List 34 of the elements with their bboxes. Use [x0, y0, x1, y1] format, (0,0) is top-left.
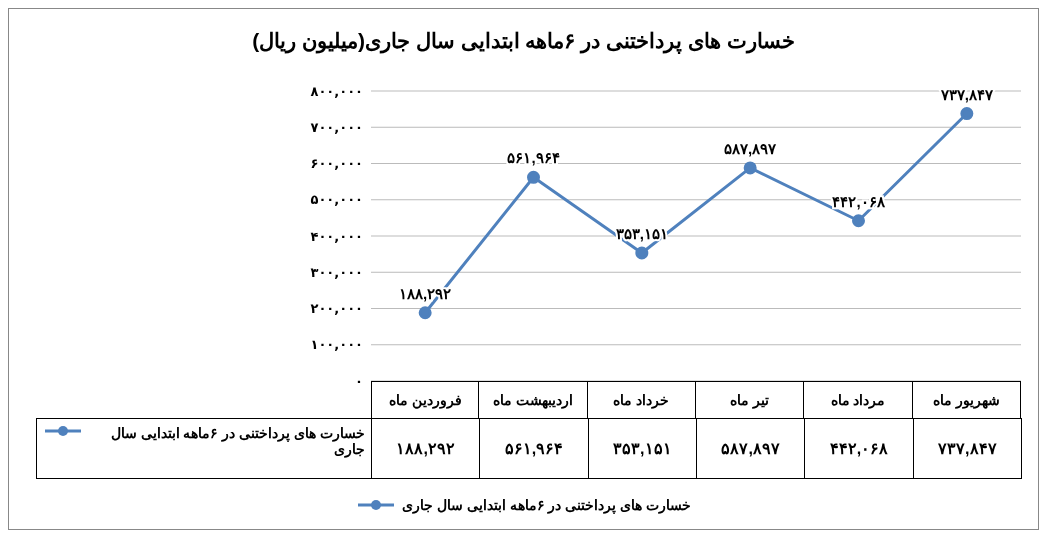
data-label: ۵۸۷,۸۹۷	[695, 418, 806, 479]
y-tick-label: ۰	[355, 373, 363, 389]
point	[418, 306, 432, 320]
y-tick-label: ۴۰۰,۰۰۰	[310, 228, 363, 244]
data-label: ۱۸۸,۲۹۲	[371, 418, 481, 479]
point	[960, 107, 974, 121]
data-label: ۷۳۷,۸۴۷	[912, 418, 1022, 479]
y-tick-label: ۶۰۰,۰۰۰	[310, 156, 363, 172]
legend-label: خسارت های پرداختنی در ۶ماهه ابتدایی سال جاری	[109, 425, 365, 457]
text: ۳۵۳,۱۵۱	[615, 224, 668, 242]
y-tick-label: ۵۰۰,۰۰۰	[310, 192, 363, 208]
point	[852, 214, 865, 228]
data-label: ۴۴۲,۰۶۸	[804, 418, 914, 479]
x-tick-label: خرداد ماه	[586, 381, 696, 419]
x-tick-label: اردیبهشت ماه	[478, 381, 588, 419]
y-tick-label: ۲۰۰,۰۰۰	[310, 301, 363, 317]
text: ۷۳۷,۸۴۷	[940, 85, 993, 103]
text: ۵۸۷,۸۹۷	[724, 139, 777, 157]
x-tick-label: فروردین ماه	[371, 381, 480, 419]
data-label: ۵۶۱,۹۶۴	[479, 418, 589, 479]
text: خسارت های پرداختنی در ۶ماهه ابتدایی سال جاری	[401, 497, 692, 513]
x-tick-label: مرداد ماه	[803, 381, 913, 419]
point	[743, 161, 757, 175]
y-tick-label: ۳۰۰,۰۰۰	[310, 264, 363, 280]
point	[527, 170, 540, 184]
y-tick-label: ۸۰۰,۰۰۰	[310, 83, 363, 99]
y-tick-label: ۱۰۰,۰۰۰	[310, 337, 363, 353]
x-tick-label: شهریور ماه	[911, 381, 1021, 419]
text: ۵۶۱,۹۶۴	[507, 149, 560, 167]
data-label: ۳۵۳,۱۵۱	[587, 418, 697, 479]
chart-title: خسارت های پرداختنی در ۶ماهه ابتدایی سال جاری(میلیون ریال)	[251, 29, 796, 53]
x-tick-label: تیر ماه	[694, 381, 805, 419]
point	[635, 246, 649, 260]
y-tick-label: ۷۰۰,۰۰۰	[310, 119, 363, 135]
